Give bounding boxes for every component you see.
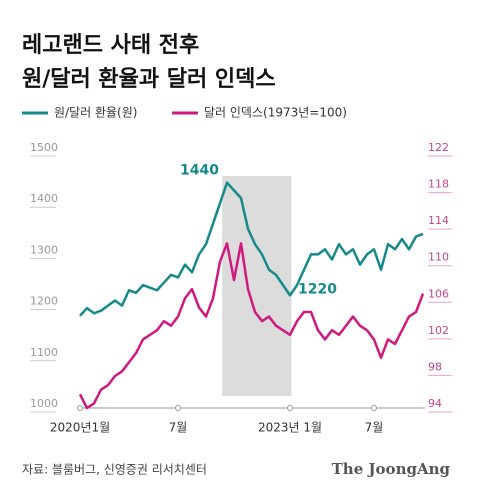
y2-tick-label: 94: [428, 397, 442, 410]
series-line: [79, 181, 424, 317]
y-tick-label: 1200: [30, 295, 58, 308]
x-tick-label: 2020년1월: [50, 421, 110, 435]
x-tick: [175, 405, 181, 411]
x-tick-label: 7월: [365, 421, 384, 435]
y2-tick-label: 114: [428, 214, 449, 227]
annotation: 1440: [180, 163, 219, 179]
y-tick-label: 1400: [30, 192, 58, 205]
y-tick-label: 1300: [30, 243, 58, 256]
y2-tick-label: 98: [428, 360, 442, 373]
y2-tick-label: 102: [428, 324, 449, 337]
annotation: 1220: [298, 281, 337, 297]
y2-tick-label: 118: [428, 178, 449, 191]
brand: The JoongAng: [332, 460, 451, 478]
source: 자료: 블룸버그, 신영증권 리서치센터: [22, 463, 207, 477]
x-tick: [77, 405, 83, 411]
chart-title: 레고랜드 사태 전후: [22, 33, 199, 58]
y-tick-label: 1000: [30, 397, 58, 410]
y2-tick-label: 106: [428, 287, 449, 300]
y-tick-label: 1100: [30, 346, 58, 359]
y-tick-label: 1500: [30, 141, 58, 154]
series-line: [78, 242, 425, 410]
x-tick-label: 2023년 1월: [258, 421, 322, 435]
x-tick-label: 7월: [169, 421, 188, 435]
x-tick: [371, 405, 377, 411]
y2-tick-label: 122: [428, 141, 449, 154]
x-tick: [287, 405, 293, 411]
chart-title: 원/달러 환율과 달러 인덱스: [22, 67, 276, 92]
legend-label: 원/달러 환율(원): [54, 106, 137, 120]
y2-tick-label: 110: [428, 251, 449, 264]
shaded-period: [222, 176, 292, 396]
legend-label: 달러 인덱스(1973년=100): [204, 106, 347, 120]
